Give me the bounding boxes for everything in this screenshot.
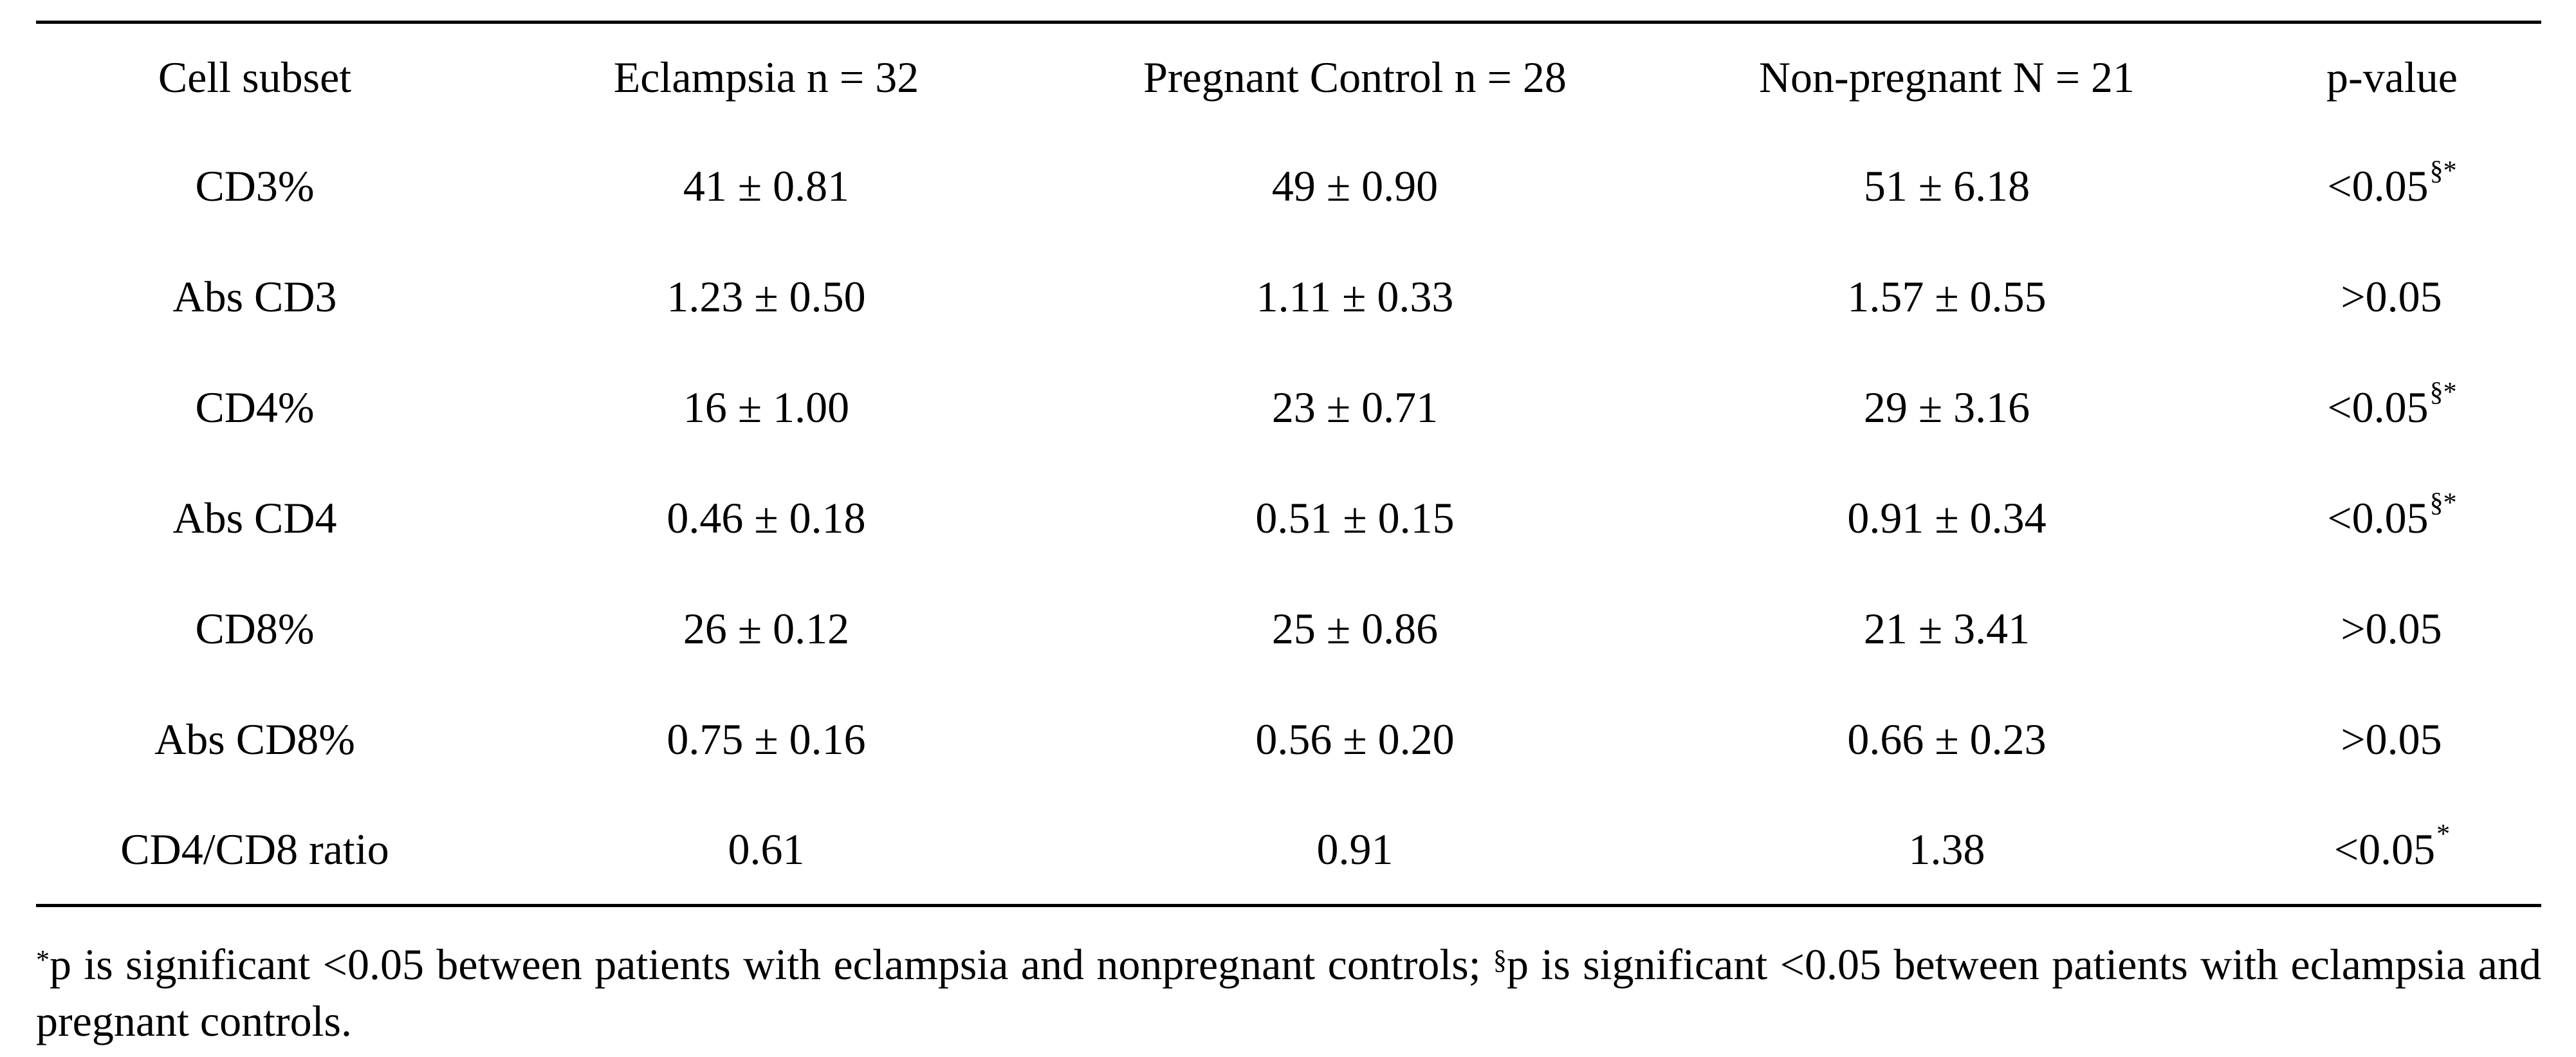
table-row: Abs CD4 0.46 ± 0.18 0.51 ± 0.15 0.91 ± 0…	[36, 463, 2541, 573]
cell-subset: Abs CD3	[172, 271, 337, 321]
header-cell-pregnant-control: Pregnant Control n = 28	[1143, 52, 1567, 102]
cell-eclampsia: 16 ± 1.00	[683, 382, 850, 432]
cell-p-value: >0.05	[2243, 573, 2541, 684]
p-value-text: <0.05	[2327, 493, 2429, 542]
header-cell-subset: Cell subset	[158, 52, 352, 102]
table-row: CD8% 26 ± 0.12 25 ± 0.86 21 ± 3.41 >0.05	[36, 573, 2541, 684]
table-header: Cell subset Eclampsia n = 32 Pregnant Co…	[36, 24, 2541, 131]
table-row: CD4% 16 ± 1.00 23 ± 0.71 29 ± 3.16 <0.05…	[36, 352, 2541, 463]
cell-pregnant: 49 ± 0.90	[1271, 161, 1439, 210]
table-row: CD4/CD8 ratio 0.61 0.91 1.38 <0.05*	[36, 795, 2541, 904]
header-row: Cell subset Eclampsia n = 32 Pregnant Co…	[36, 24, 2541, 131]
cell-subset: CD8%	[195, 603, 315, 653]
bottom-rule	[36, 904, 2541, 907]
cell-eclampsia: 1.23 ± 0.50	[667, 271, 866, 321]
p-value-text: <0.05	[2327, 382, 2429, 432]
p-value-text: <0.05	[2327, 161, 2429, 210]
cell-subset: CD4%	[195, 382, 315, 432]
table-row: Abs CD3 1.23 ± 0.50 1.11 ± 0.33 1.57 ± 0…	[36, 241, 2541, 352]
cell-p-value: >0.05	[2243, 684, 2541, 795]
cell-nonpregnant: 51 ± 6.18	[1863, 161, 2030, 210]
cell-eclampsia: 41 ± 0.81	[683, 161, 850, 210]
cell-subset: Abs CD4	[172, 493, 337, 542]
cell-pregnant: 0.56 ± 0.20	[1255, 714, 1455, 764]
cell-pregnant: 1.11 ± 0.33	[1256, 271, 1454, 321]
p-value-text: >0.05	[2341, 603, 2442, 653]
p-value-text: >0.05	[2341, 714, 2442, 764]
cell-eclampsia: 0.61	[728, 824, 805, 874]
cell-p-value: <0.05§*	[2243, 352, 2541, 463]
header-cell-eclampsia: Eclampsia n = 32	[613, 52, 919, 102]
footnote-text-nonpregnant: p is significant <0.05 between patients …	[50, 940, 1494, 989]
top-rule	[36, 21, 2541, 24]
cell-p-value: >0.05	[2243, 241, 2541, 352]
p-value-mark: §*	[2429, 156, 2457, 186]
cell-eclampsia: 26 ± 0.12	[683, 603, 850, 653]
cell-subset: CD4/CD8 ratio	[120, 824, 389, 874]
table-footnote: *p is significant <0.05 between patients…	[36, 936, 2541, 1049]
cell-nonpregnant: 21 ± 3.41	[1863, 603, 2030, 653]
cell-nonpregnant: 29 ± 3.16	[1863, 382, 2030, 432]
p-value-mark: §*	[2429, 488, 2457, 518]
cell-p-value: <0.05§*	[2243, 463, 2541, 573]
p-value-mark: *	[2436, 819, 2451, 849]
cell-eclampsia: 0.46 ± 0.18	[667, 493, 866, 542]
table-row: Abs CD8% 0.75 ± 0.16 0.56 ± 0.20 0.66 ± …	[36, 684, 2541, 795]
header-cell-non-pregnant: Non-pregnant N = 21	[1758, 52, 2135, 102]
p-value-text: >0.05	[2341, 271, 2442, 321]
p-value-text: <0.05	[2333, 824, 2436, 874]
cell-pregnant: 23 ± 0.71	[1271, 382, 1439, 432]
cell-subset: Abs CD8%	[154, 714, 355, 764]
footnote-mark-section: §	[1493, 946, 1507, 975]
cell-eclampsia: 0.75 ± 0.16	[667, 714, 866, 764]
footnote-text-pregnant: p is significant <0.05 between patients …	[36, 940, 2541, 1045]
cell-subset: CD3%	[195, 161, 315, 210]
table-body: CD3% 41 ± 0.81 49 ± 0.90 51 ± 6.18 <0.05…	[36, 131, 2541, 904]
p-value-mark: §*	[2429, 377, 2457, 407]
cell-pregnant: 0.51 ± 0.15	[1255, 493, 1455, 542]
cell-p-value: <0.05*	[2243, 795, 2541, 904]
header-cell-p-value: p-value	[2326, 52, 2458, 102]
cell-pregnant: 0.91	[1316, 824, 1394, 874]
cell-p-value: <0.05§*	[2243, 131, 2541, 241]
table-row: CD3% 41 ± 0.81 49 ± 0.90 51 ± 6.18 <0.05…	[36, 131, 2541, 241]
cell-nonpregnant: 1.57 ± 0.55	[1847, 271, 2047, 321]
cell-nonpregnant: 0.66 ± 0.23	[1847, 714, 2047, 764]
cell-nonpregnant: 0.91 ± 0.34	[1847, 493, 2047, 542]
cell-pregnant: 25 ± 0.86	[1271, 603, 1439, 653]
footnote-mark-asterisk: *	[36, 946, 50, 975]
cell-nonpregnant: 1.38	[1908, 824, 1985, 874]
data-table: Cell subset Eclampsia n = 32 Pregnant Co…	[36, 21, 2541, 907]
results-table: Cell subset Eclampsia n = 32 Pregnant Co…	[36, 24, 2541, 904]
